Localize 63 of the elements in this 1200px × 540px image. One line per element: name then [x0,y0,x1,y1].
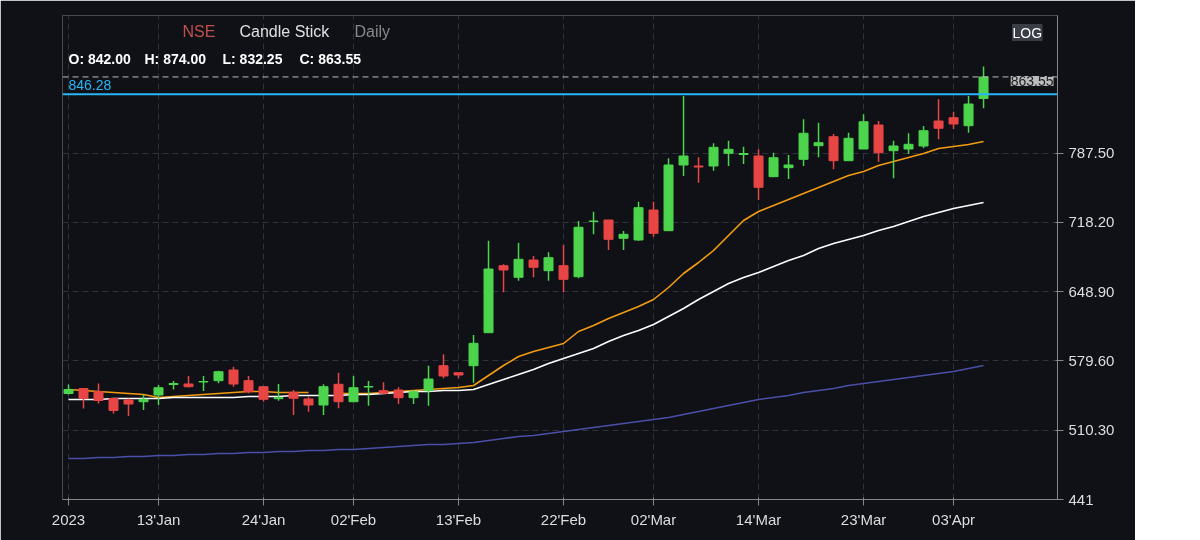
x-tick-label: 23'Mar [840,510,887,528]
candlestick [978,65,989,109]
y-tick-label: 648.90 [1068,282,1115,300]
candlestick [228,365,239,388]
text: LOG [1012,24,1043,41]
candlestick [363,380,374,407]
candlestick [678,95,689,177]
candlestick [543,251,554,282]
candlestick [723,139,734,167]
y-tick-label: 787.50 [1068,144,1115,161]
candlestick [513,241,524,282]
candlestick [648,200,659,238]
x-tick-label: 13'Jan [136,510,181,528]
annotation: L: 832.25 [222,50,283,67]
candlestick [828,133,839,171]
candlestick [333,371,344,410]
candlestick [693,156,704,184]
candlestick [438,353,449,380]
annotation: O: 842.00 [68,50,131,67]
ref-line-label: 863.55 [1010,72,1054,89]
candlestick [468,334,479,384]
x-tick-label: 22'Feb [540,510,587,528]
x-tick-label: 14'Mar [735,510,782,528]
candlestick [498,263,509,294]
line-series [67,364,985,460]
x-tick-label: 02'Feb [330,510,377,528]
candlestick [843,131,854,162]
y-tick-label: 579.60 [1068,351,1115,369]
candlestick [888,139,899,180]
candlestick [933,98,944,141]
candlestick [783,154,794,180]
candlestick [288,389,299,416]
candlestick [153,384,164,406]
candlestick [918,125,929,150]
x-tick-label: 2023 [51,510,86,528]
candlestick [558,244,569,294]
y-tick-label: 510.30 [1068,421,1115,439]
candlestick [348,375,359,404]
candlestick [318,383,329,416]
y-tick-label: 441 [1068,490,1094,508]
candlestick [708,142,719,172]
annotation: Daily [354,23,391,40]
x-tick-label: 24'Jan [241,510,286,528]
ref-line-label: 846.28 [68,77,112,94]
annotation: Candle Stick [239,23,331,40]
candlestick [963,95,974,134]
candlestick [603,219,614,251]
candlestick [528,255,539,279]
annotation: H: 874.00 [144,50,207,67]
candlestick [903,132,914,155]
candlestick [588,210,599,236]
x-tick-label: 02'Mar [630,510,677,528]
candlestick [78,387,89,410]
x-tick-label: 13'Feb [435,510,482,528]
candlestick [813,121,824,159]
candlestick [93,382,104,405]
candlestick [768,151,779,178]
candlestick [423,364,434,407]
x-tick-label: 03'Apr [932,510,975,528]
annotation: NSE [182,23,216,40]
candlestick [618,230,629,251]
annotation: C: 863.55 [299,50,362,67]
y-tick-label: 718.20 [1068,213,1115,231]
